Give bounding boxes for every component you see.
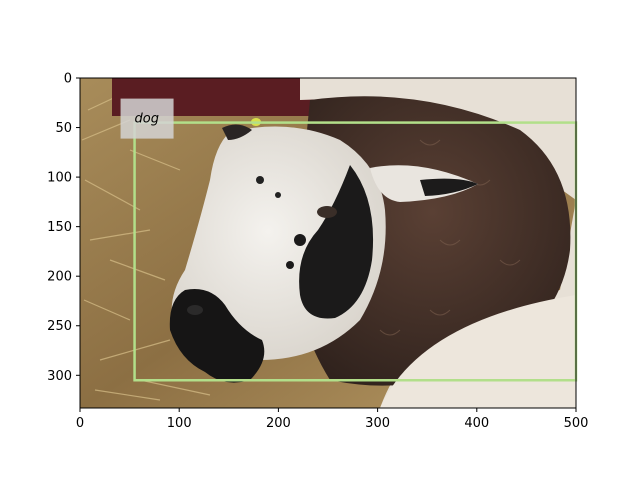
y-tick-label: 50 [55, 121, 72, 136]
x-tick-label: 400 [464, 416, 489, 431]
axes-frame [79, 77, 577, 409]
x-tick-label: 500 [564, 416, 589, 431]
y-tick-label: 250 [47, 319, 72, 334]
detection-label: dog [120, 98, 174, 139]
detection-label-background [120, 98, 174, 139]
x-axis: 0 100 200 300 400 500 [76, 408, 589, 431]
wool-texture [379, 139, 521, 336]
detection-label-text: dog [135, 112, 159, 127]
y-axis: 0 50 100 150 200 250 300 [47, 72, 80, 384]
y-tick-label: 200 [47, 270, 72, 285]
x-tick-label: 300 [365, 416, 390, 431]
y-tick-label: 150 [47, 220, 72, 235]
x-tick-label: 200 [266, 416, 291, 431]
y-tick-label: 0 [64, 72, 72, 87]
x-tick-label: 100 [167, 416, 192, 431]
x-tick-label: 0 [76, 416, 84, 431]
y-tick-label: 100 [47, 171, 72, 186]
y-tick-label: 300 [47, 369, 72, 384]
